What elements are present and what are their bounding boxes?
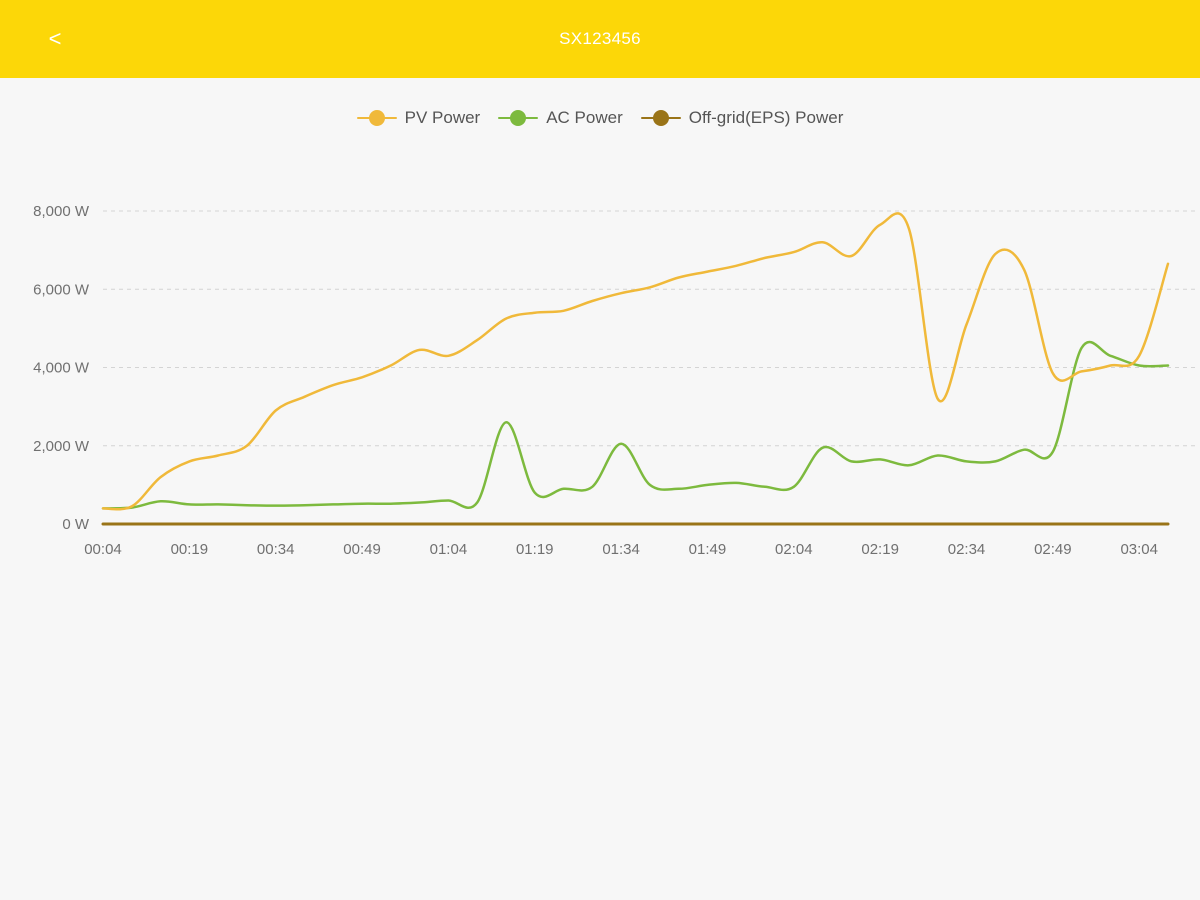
legend-item-eps[interactable]: Off-grid(EPS) Power	[640, 108, 844, 128]
x-tick-label: 01:19	[516, 541, 554, 558]
x-tick-label: 00:19	[171, 541, 209, 558]
x-tick-label: 03:04	[1120, 541, 1158, 558]
x-tick-label: 00:34	[257, 541, 295, 558]
device-title: SX123456	[559, 29, 641, 48]
legend-item-pv[interactable]: PV Power	[356, 108, 481, 128]
ac-legend-marker-icon	[498, 110, 539, 126]
pv-legend-marker-icon	[356, 110, 397, 126]
ac-power-line	[101, 340, 1170, 510]
x-tick-label: 01:34	[602, 541, 640, 558]
legend-label-eps: Off-grid(EPS) Power	[688, 108, 844, 127]
x-tick-label: 02:49	[1034, 541, 1072, 558]
legend-label-ac: AC Power	[546, 108, 623, 127]
top-bar: SX123456 <	[0, 0, 1200, 78]
ac-legend-dot	[510, 110, 527, 126]
eps-legend-marker-icon	[640, 110, 681, 126]
legend-label-pv: PV Power	[404, 108, 481, 127]
y-tick-label: 6,000 W	[33, 281, 90, 298]
y-tick-label: 8,000 W	[33, 203, 90, 220]
legend-item-ac[interactable]: AC Power	[498, 108, 623, 128]
pv-legend-dot	[368, 110, 385, 126]
y-tick-label: 2,000 W	[33, 438, 90, 455]
x-tick-label: 01:49	[689, 541, 727, 558]
x-tick-label: 02:04	[775, 541, 813, 558]
chart-legend: PV Power AC Power Off-grid(EPS) Power	[0, 104, 1200, 132]
x-tick-label: 00:49	[343, 541, 381, 558]
y-tick-label: 0 W	[62, 516, 90, 533]
y-tick-label: 4,000 W	[33, 360, 90, 377]
power-line-chart: 0 W 2,000 W 4,000 W 6,000 W 8,000 W 00:04 00:1…	[33, 203, 1198, 558]
x-tick-label: 02:19	[861, 541, 899, 558]
x-tick-label: 02:34	[948, 541, 986, 558]
x-tick-label: 00:04	[84, 541, 122, 558]
back-button[interactable]: <	[48, 26, 62, 51]
pv-power-line	[101, 212, 1170, 511]
x-tick-label: 01:04	[430, 541, 468, 558]
eps-legend-dot	[652, 110, 669, 126]
